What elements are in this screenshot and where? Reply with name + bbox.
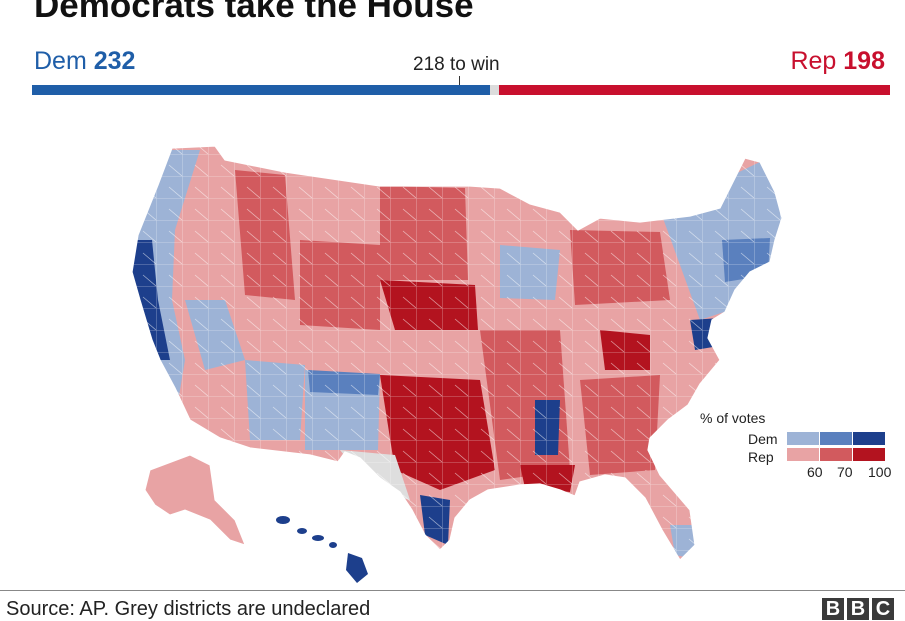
legend-tick-100: 100: [868, 464, 892, 480]
legend-dem-label: Dem: [748, 431, 778, 447]
region-alaska: [144, 454, 246, 546]
legend-dem-swatch-mid: [820, 432, 852, 445]
bbc-logo-block: B: [847, 598, 869, 620]
legend-rep-swatch-mid: [820, 448, 852, 461]
win-threshold-tick: [459, 76, 460, 85]
legend-rep-label: Rep: [748, 449, 774, 465]
legend-tick-60: 60: [807, 464, 823, 480]
legend-tick-70: 70: [837, 464, 853, 480]
footer-divider: [0, 590, 905, 591]
rep-label: Rep: [790, 47, 837, 75]
bbc-logo-block: C: [872, 598, 894, 620]
dem-seats: 232: [93, 47, 136, 75]
dem-label: Dem: [34, 47, 87, 75]
dem-seat-count: Dem 232: [34, 47, 135, 76]
bbc-logo-block: B: [822, 598, 844, 620]
legend-rep-swatch-high: [853, 448, 885, 461]
rep-seat-count: Rep 198: [790, 47, 885, 76]
legend-rep-swatch-low: [787, 448, 819, 461]
seat-bar-rep: [499, 85, 890, 95]
legend-title: % of votes: [700, 410, 766, 426]
seat-bar-dem: [32, 85, 490, 95]
rep-seats: 198: [843, 47, 885, 75]
legend-dem-swatch-high: [853, 432, 885, 445]
source-note: Source: AP. Grey districts are undeclare…: [6, 598, 371, 620]
win-threshold-label: 218 to win: [413, 54, 500, 75]
us-house-results-map: [131, 145, 783, 583]
seat-bar: [32, 85, 890, 95]
headline: Democrats take the House: [34, 0, 474, 25]
legend-dem-swatch-low: [787, 432, 819, 445]
region-hawaii: [276, 516, 368, 583]
